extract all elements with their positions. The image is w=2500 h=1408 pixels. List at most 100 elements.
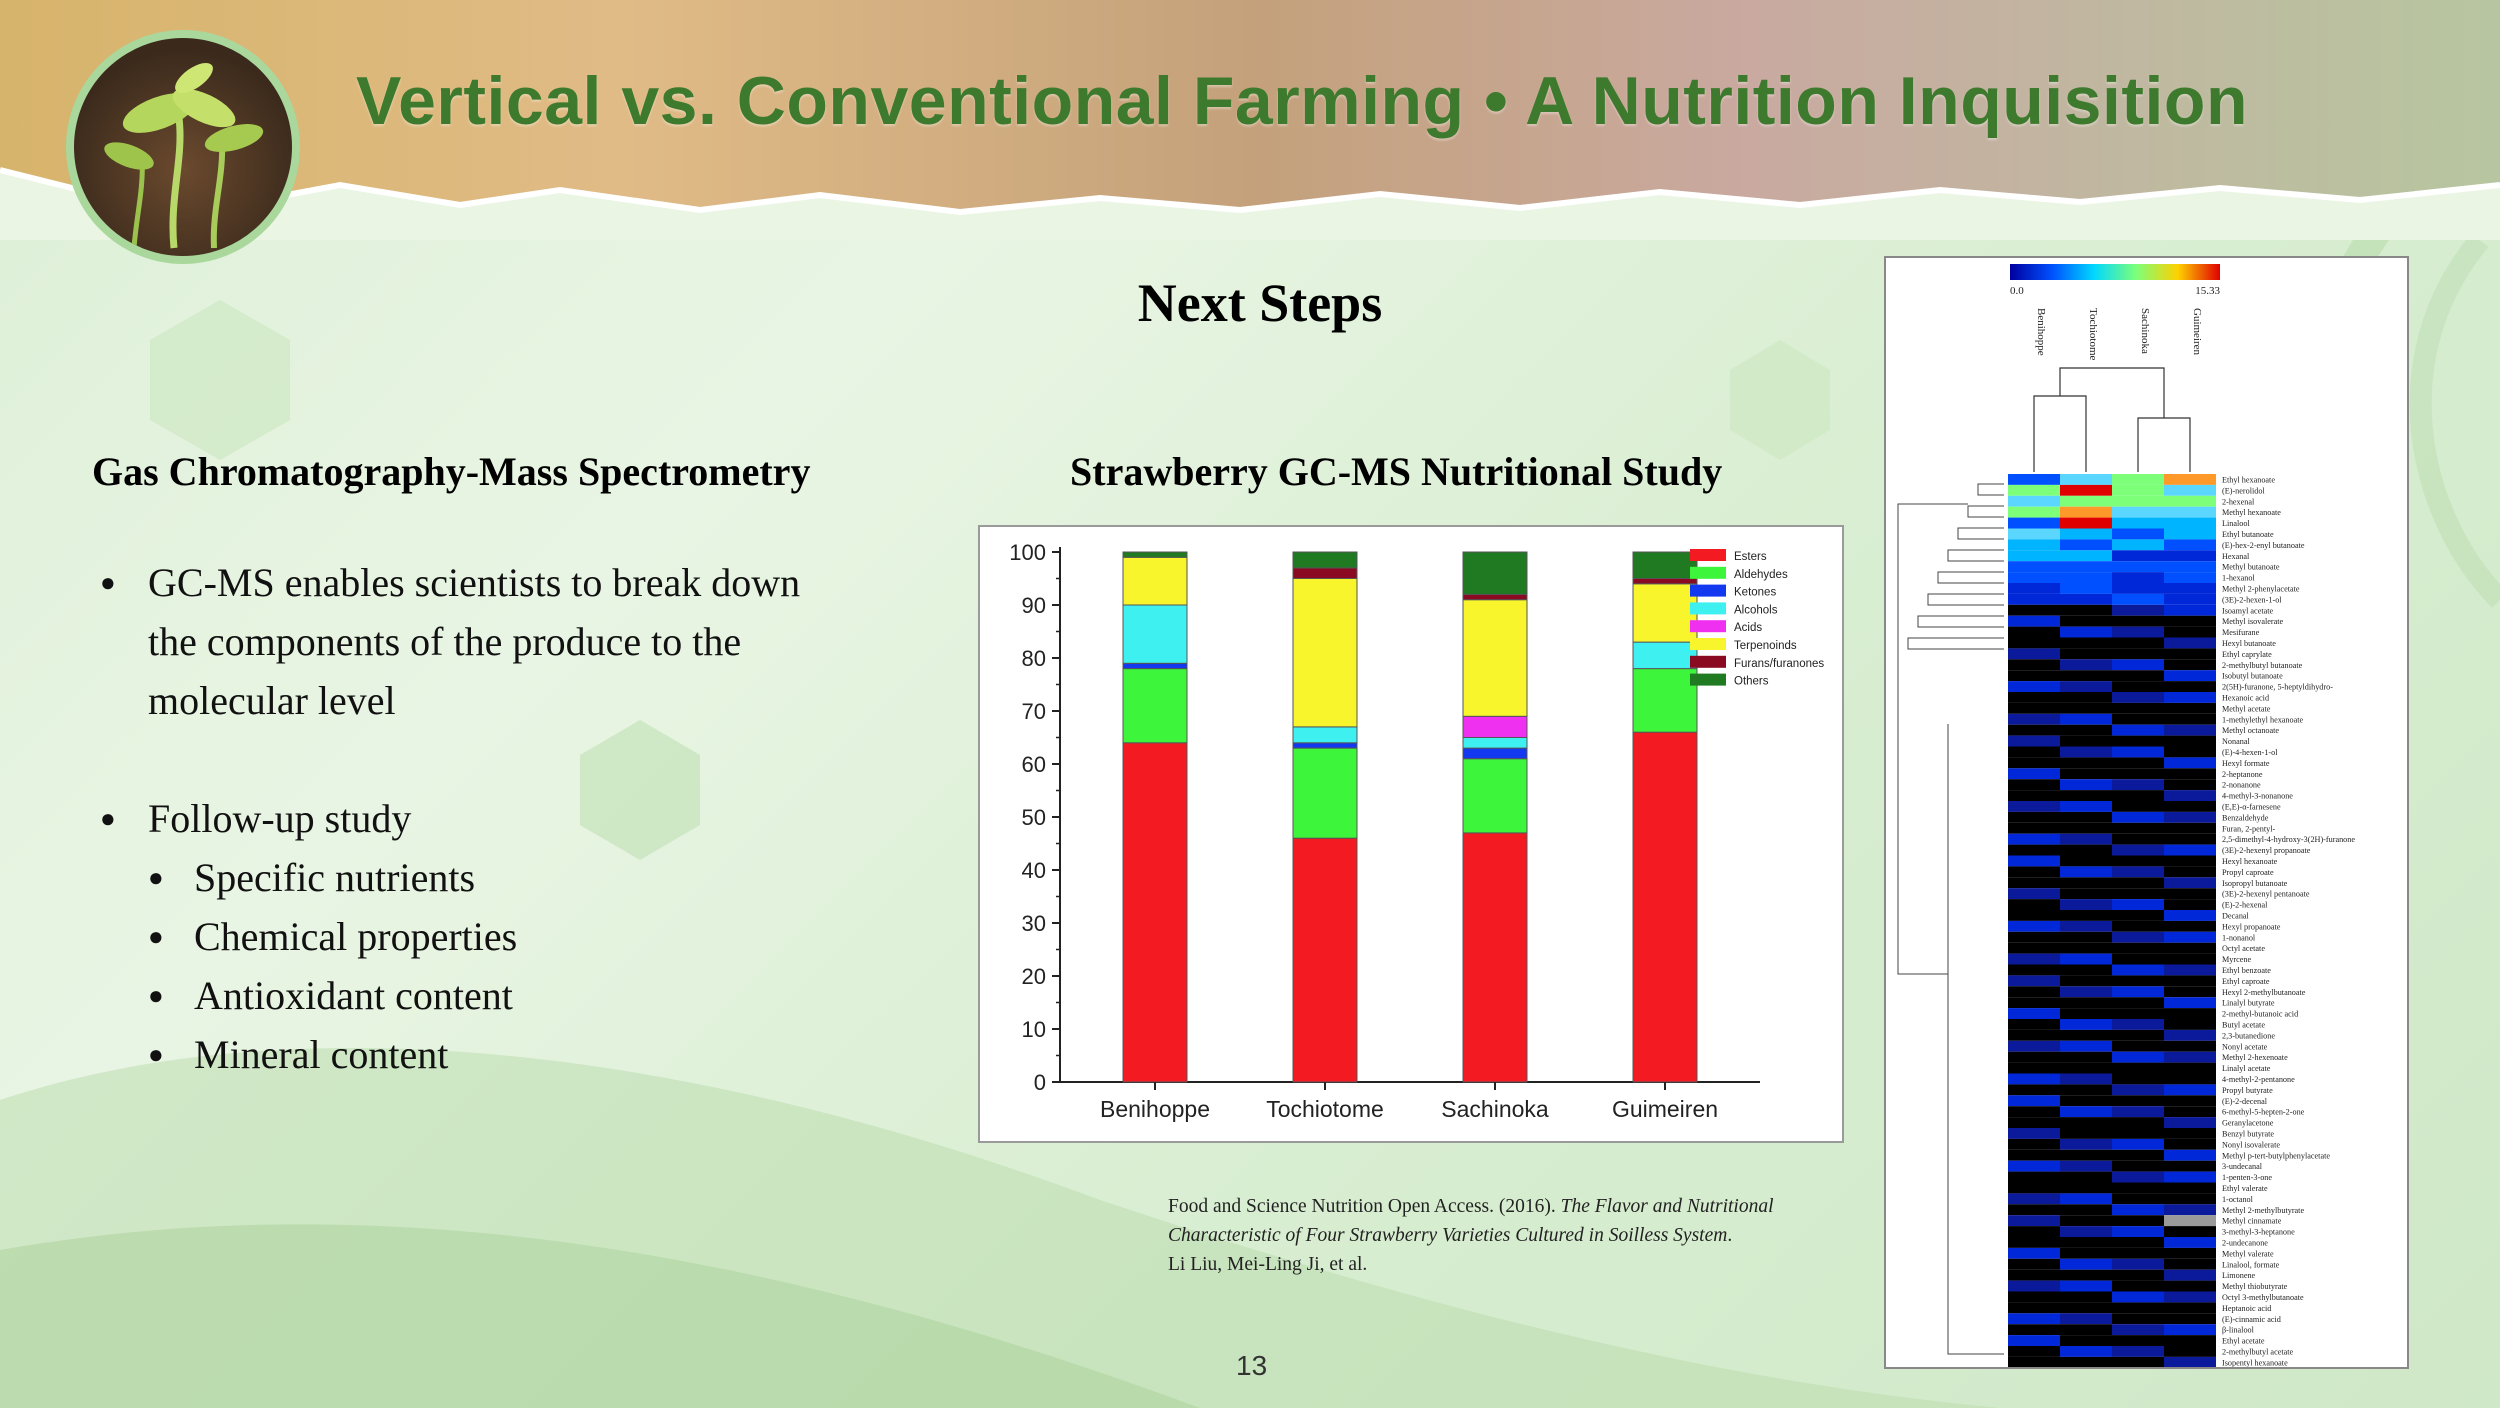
heatmap-cell [2112, 692, 2164, 703]
heatmap-cell [2008, 648, 2060, 660]
heatmap-cell [2164, 1258, 2216, 1270]
bullet-text-continued: the components of the produce to the [148, 619, 742, 664]
heatmap-cell [2112, 997, 2164, 1009]
heatmap-row-label: (E)-nerolidol [2222, 486, 2265, 495]
heatmap-cell [2112, 811, 2164, 823]
heatmap-cell [2112, 702, 2164, 714]
heatmap-cell [2060, 746, 2112, 758]
heatmap-cell [2008, 1335, 2060, 1346]
heatmap-row-label: 2-methylbutyl acetate [2222, 1348, 2294, 1357]
heatmap-cell [2008, 942, 2060, 954]
heatmap-cell [2164, 1356, 2216, 1368]
heatmap-cell [2060, 790, 2112, 801]
heatmap-cell [2008, 1084, 2060, 1096]
seedling-logo [66, 30, 300, 264]
heatmap-cell [2008, 637, 2060, 649]
heatmap-cell [2008, 953, 2060, 965]
heatmap-cell [2008, 1291, 2060, 1303]
heatmap-cell [2008, 822, 2060, 834]
heatmap-cell [2164, 1226, 2216, 1237]
heatmap-cell [2112, 986, 2164, 998]
heatmap-cell [2008, 1051, 2060, 1063]
heatmap-cell [2008, 593, 2060, 605]
heatmap-cell [2060, 572, 2112, 583]
heatmap-cell [2008, 1019, 2060, 1030]
heatmap-cell [2164, 474, 2216, 485]
legend-swatch [1690, 673, 1726, 686]
heatmap-cell [2164, 1182, 2216, 1194]
heatmap-cell [2112, 801, 2164, 812]
bar-segment [1122, 662, 1188, 670]
heatmap-cell [2008, 1008, 2060, 1019]
heatmap-cell [2060, 997, 2112, 1009]
heatmap-cell [2164, 670, 2216, 682]
scale-min-label: 0.0 [2010, 285, 2024, 297]
citation-source: Food and Science Nutrition Open Access. … [1168, 1196, 1561, 1217]
heatmap-cell [2008, 528, 2060, 540]
heatmap-cell [2060, 1029, 2112, 1041]
heatmap-row-label: Heptanoic acid [2222, 1304, 2271, 1313]
heatmap-row-label: Ethyl hexanoate [2222, 476, 2275, 485]
heatmap-cell [2112, 953, 2164, 965]
heatmap-cell [2164, 768, 2216, 780]
heatmap-cell [2008, 550, 2060, 562]
heatmap-cell [2060, 866, 2112, 878]
heatmap-column-label: Benihoppe [2035, 308, 2047, 356]
heatmap-cell [2164, 659, 2216, 671]
legend-label: Alcohols [1734, 604, 1778, 616]
heatmap-cell [2164, 1106, 2216, 1118]
heatmap-cell [2008, 1138, 2060, 1150]
heatmap-cell [2008, 1258, 2060, 1270]
heatmap-cell [2008, 670, 2060, 682]
heatmap-cell [2060, 801, 2112, 812]
heatmap-cell [2164, 637, 2216, 649]
heatmap-cell [2008, 964, 2060, 976]
heatmap-cell [2112, 1149, 2164, 1161]
heatmap-row-label: (E,E)-α-farnesene [2222, 803, 2281, 812]
heatmap-cell [2112, 822, 2164, 834]
heatmap-cell [2060, 1040, 2112, 1052]
heatmap-row-label: Isoamyl acetate [2222, 606, 2274, 615]
heatmap-cell [2008, 986, 2060, 998]
heatmap-row-label: (E)-hex-2-enyl butanoate [2222, 541, 2305, 550]
heatmap-cell [2112, 1106, 2164, 1118]
heatmap-cell [2008, 539, 2060, 551]
heatmap-cell [2164, 506, 2216, 518]
heatmap-cell [2008, 931, 2060, 943]
heatmap-row-label: Methyl 2-phenylacetate [2222, 585, 2300, 594]
heatmap-row-label: Butyl acetate [2222, 1021, 2265, 1030]
heatmap-cell [2112, 1215, 2164, 1227]
heatmap-cell [2008, 724, 2060, 736]
legend-swatch [1690, 638, 1726, 650]
heatmap-cell [2060, 877, 2112, 889]
bullet-text: Follow-up study [148, 796, 412, 841]
bar-segment [1632, 731, 1698, 1083]
heatmap-row-label: 1-octanol [2222, 1195, 2254, 1204]
y-tick-label: 60 [1022, 752, 1046, 777]
heatmap-cell [2060, 1160, 2112, 1172]
y-tick-label: 20 [1022, 964, 1046, 989]
heatmap-cell [2008, 888, 2060, 900]
heatmap-cell [2008, 506, 2060, 518]
heatmap-cell [2060, 931, 2112, 943]
heatmap-cell [2008, 583, 2060, 594]
citation-authors: Li Liu, Mei-Ling Ji, et al. [1168, 1254, 1368, 1275]
heatmap-cell [2060, 681, 2112, 692]
heatmap-cell [2008, 1117, 2060, 1128]
heatmap-cell [2060, 1051, 2112, 1063]
heatmap-row-label: Isopentyl hexanoate [2222, 1358, 2288, 1367]
bullet-text: GC-MS enables scientists to break down [148, 560, 801, 605]
heatmap-cell [2164, 1040, 2216, 1052]
heatmap-row-label: Methyl valerate [2222, 1249, 2274, 1258]
heatmap-cell [2060, 855, 2112, 867]
heatmap-cell [2112, 495, 2164, 507]
heatmap-cell [2008, 920, 2060, 932]
bar-segment [1462, 737, 1528, 749]
heatmap-cell [2060, 626, 2112, 638]
heatmap-cell [2112, 1302, 2164, 1314]
heatmap-cell [2060, 583, 2112, 594]
heatmap-row-label: Methyl acetate [2222, 704, 2271, 713]
heatmap-row-label: Ethyl valerate [2222, 1184, 2268, 1193]
heatmap-cell [2112, 1160, 2164, 1172]
heatmap-cell [2060, 561, 2112, 573]
